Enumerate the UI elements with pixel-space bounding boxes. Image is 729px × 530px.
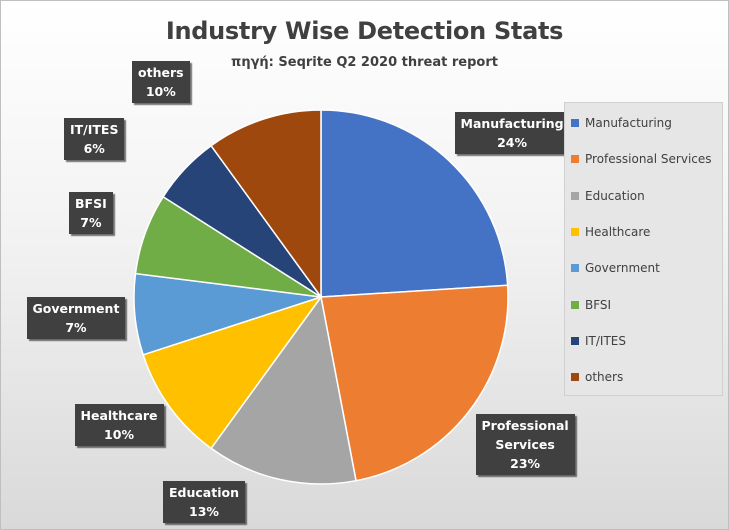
legend-item-healthcare: Healthcare (571, 224, 650, 240)
legend-swatch (571, 191, 579, 200)
legend-swatch (571, 373, 579, 382)
legend-label: others (585, 370, 624, 385)
legend-label: Professional Services (585, 152, 712, 167)
legend-item-manufacturing: Manufacturing (571, 115, 672, 131)
legend-label: Manufacturing (585, 116, 672, 130)
legend-label: IT/ITES (585, 333, 626, 348)
pie-slice-manufacturing (320, 109, 509, 298)
pie-slice-others (210, 109, 322, 300)
legend-item-bfsi: BFSI (571, 297, 611, 313)
legend-swatch (571, 336, 579, 345)
data-label-others: others 10% (132, 61, 190, 103)
data-label-education: Education 13% (163, 481, 245, 523)
legend-swatch (571, 119, 579, 127)
data-label-manufacturing: Manufacturing 24% (454, 112, 570, 154)
legend-item-it-ites: IT/ITES (571, 333, 626, 349)
legend-label: Education (585, 188, 645, 203)
legend-swatch (571, 300, 579, 309)
legend-swatch (571, 227, 579, 236)
legend-item-others: others (571, 369, 623, 385)
legend: Manufacturing Professional Services Educat… (564, 102, 723, 396)
pie-slice-professional-services (320, 284, 509, 482)
chart-subtitle: πηγή: Seqrite Q2 2020 threat report (231, 55, 498, 70)
pie-slice-healthcare (142, 295, 323, 450)
chart-title: Industry Wise Detection Stats (165, 17, 564, 45)
legend-swatch (571, 155, 579, 164)
legend-label: Government (585, 261, 660, 276)
legend-label: BFSI (585, 297, 612, 312)
pie-slice-education (210, 295, 357, 485)
data-label-government: Government 7% (26, 297, 126, 339)
legend-item-professional-services: Professional Services (571, 151, 712, 167)
data-label-it-ites: IT/ITES 6% (64, 118, 125, 160)
legend-label: Healthcare (585, 224, 651, 239)
data-label-bfsi: BFSI 7% (69, 192, 113, 234)
legend-item-government: Government (571, 260, 660, 276)
legend-swatch (571, 264, 579, 273)
data-label-professional-services: Professional Services 23% (475, 413, 575, 475)
data-label-healthcare: Healthcare 10% (74, 404, 164, 446)
legend-item-education: Education (571, 188, 645, 204)
